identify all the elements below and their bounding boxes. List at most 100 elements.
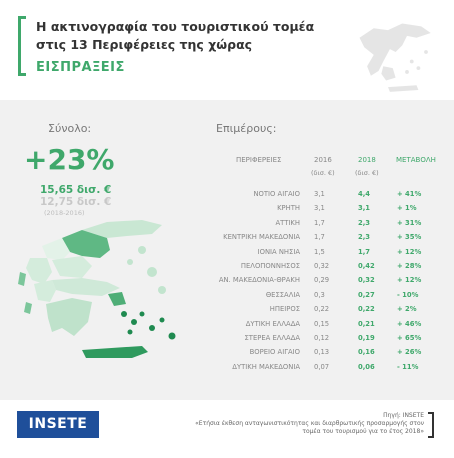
value-2018: 0,06 [358, 362, 375, 371]
region-name: ΚΕΝΤΡΙΚΗ ΜΑΚΕΔΟΝΙΑ [223, 233, 300, 242]
summary-label: Σύνολο: [48, 122, 92, 135]
region-name: ΒΟΡΕΙΟ ΑΙΓΑΙΟ [249, 348, 300, 357]
map-region-ionian [18, 272, 32, 314]
value-2018: 0,19 [358, 334, 375, 342]
change-value: + 12% [397, 276, 422, 285]
total-years: (2018-2016) [44, 209, 85, 217]
value-2018: 4,4 [358, 190, 371, 198]
value-2016: 3,1 [314, 190, 325, 198]
table-row: ΙΟΝΙΑ ΝΗΣΙΑ 1,5 1,7 + 12% [200, 248, 440, 262]
map-region-attica [108, 292, 126, 306]
table-row: ΚΕΝΤΡΙΚΗ ΜΑΚΕΔΟΝΙΑ 1,7 2,3 + 35% [200, 233, 440, 247]
value-2016: 0,32 [314, 262, 330, 270]
region-name: ΚΡΗΤΗ [277, 204, 300, 213]
footer-bracket [428, 412, 434, 438]
value-2018: 0,16 [358, 348, 375, 357]
details-label: Επιμέρους: [216, 122, 277, 135]
value-2016: 0,13 [314, 348, 330, 357]
region-name: ΙΟΝΙΑ ΝΗΣΙΑ [257, 247, 300, 256]
value-2018: 0,32 [358, 276, 375, 285]
value-2018: 0,42 [358, 262, 375, 270]
change-value: + 41% [397, 190, 422, 198]
table-row: ΣΤΕΡΕΑ ΕΛΛΑΔΑ 0,12 0,19 + 65% [200, 334, 440, 348]
table-row: ΒΟΡΕΙΟ ΑΙΓΑΙΟ 0,13 0,16 + 26% [200, 348, 440, 362]
change-value: + 1% [397, 204, 417, 213]
value-2016: 1,7 [314, 233, 325, 242]
change-value: - 11% [397, 362, 419, 371]
change-value: + 2% [397, 305, 417, 314]
map-region-south-aegean [121, 311, 176, 340]
region-name: ΔΥΤΙΚΗ ΜΑΚΕΔΟΝΙΑ [232, 362, 300, 371]
region-name: ΠΕΛΟΠΟΝΝΗΣΟΣ [240, 262, 300, 270]
region-name: ΘΕΣΣΑΛΙΑ [265, 290, 300, 299]
map-region-thrace [82, 220, 162, 238]
value-2018: 2,3 [358, 233, 371, 242]
change-value: + 28% [397, 262, 422, 270]
header-2018: 2018 [358, 156, 376, 164]
total-change: +23% [24, 143, 115, 176]
source-title: Πηγή: INSETE [383, 412, 424, 419]
change-value: + 12% [397, 247, 422, 256]
table-row: ΚΡΗΤΗ 3,1 3,1 + 1% [200, 204, 440, 218]
value-2016: 0,3 [314, 290, 325, 299]
header-2016-unit: (δισ. €) [311, 169, 335, 177]
change-value: + 26% [397, 348, 422, 357]
value-2016: 3,1 [314, 204, 325, 213]
greece-map-icon [359, 23, 431, 92]
table-row: ΔΥΤΙΚΗ ΜΑΚΕΔΟΝΙΑ 0,07 0,06 - 11% [200, 363, 440, 377]
value-2016: 0,12 [314, 334, 330, 342]
value-2016: 1,5 [314, 247, 325, 256]
map-region-north-aegean [127, 246, 166, 294]
map-region-thessaly [52, 256, 92, 278]
region-name: ΝΟΤΙΟ ΑΙΓΑΙΟ [253, 190, 300, 198]
change-value: + 65% [397, 334, 422, 342]
value-2016: 1,7 [314, 218, 325, 227]
source-note: Πηγή: INSETE «Ετήσια έκθεση ανταγωνιστικ… [194, 412, 424, 436]
change-value: - 10% [397, 290, 419, 299]
region-name: ΔΥΤΙΚΗ ΕΛΛΑΔΑ [245, 319, 300, 328]
table-row: ΑΤΤΙΚΗ 1,7 2,3 + 31% [200, 219, 440, 233]
value-2018: 3,1 [358, 204, 371, 213]
greece-regions-map [18, 220, 176, 358]
value-2018: 0,21 [358, 319, 375, 328]
table-row: ΑΝ. ΜΑΚΕΔΟΝΙΑ-ΘΡΑΚΗ 0,29 0,32 + 12% [200, 276, 440, 290]
region-name: ΑΝ. ΜΑΚΕΔΟΝΙΑ-ΘΡΑΚΗ [218, 276, 300, 285]
logo-text: INSETE [28, 416, 88, 432]
total-2018: 15,65 δισ. € [40, 184, 112, 196]
change-value: + 46% [397, 319, 422, 328]
value-2018: 0,27 [358, 290, 375, 299]
header-2016: 2016 [314, 156, 332, 164]
map-region-crete [82, 346, 148, 358]
value-2018: 0,22 [358, 305, 375, 314]
change-value: + 35% [397, 233, 422, 242]
map-region-west-macedonia [42, 238, 70, 260]
map-region-central-macedonia [62, 230, 110, 258]
table-row: ΝΟΤΙΟ ΑΙΓΑΙΟ 3,1 4,4 + 41% [200, 190, 440, 204]
map-region-epirus [26, 258, 52, 284]
map-region-peloponnese [46, 298, 92, 336]
page-title: Η ακτινογραφία του τουριστικού τομέα στι… [36, 19, 315, 52]
table-row: ΠΕΛΟΠΟΝΝΗΣΟΣ 0,32 0,42 + 28% [200, 262, 440, 276]
region-name: ΗΠΕΙΡΟΣ [269, 305, 300, 314]
insete-logo: INSETE [17, 411, 99, 438]
page-subtitle: ΕΙΣΠΡΑΞΕΙΣ [36, 60, 125, 75]
value-2016: 0,29 [314, 276, 330, 285]
map-region-sterea [52, 278, 120, 296]
table-row: ΔΥΤΙΚΗ ΕΛΛΑΔΑ 0,15 0,21 + 46% [200, 320, 440, 334]
total-2016: 12,75 δισ. € [40, 196, 112, 208]
title-bracket [18, 16, 26, 76]
source-text: «Ετήσια έκθεση ανταγωνιστικότητας και δι… [195, 420, 424, 435]
header-change: ΜΕΤΑΒΟΛΗ [396, 156, 436, 164]
value-2016: 0,07 [314, 362, 330, 371]
header [0, 0, 454, 100]
table-row: ΗΠΕΙΡΟΣ 0,22 0,22 + 2% [200, 305, 440, 319]
region-name: ΣΤΕΡΕΑ ΕΛΛΑΔΑ [244, 334, 301, 342]
value-2016: 0,22 [314, 305, 330, 314]
region-name: ΑΤΤΙΚΗ [275, 218, 300, 227]
table-row: ΘΕΣΣΑΛΙΑ 0,3 0,27 - 10% [200, 291, 440, 305]
header-2018-unit: (δισ. €) [355, 169, 379, 177]
value-2016: 0,15 [314, 319, 330, 328]
value-2018: 1,7 [358, 247, 371, 256]
header-regions: ΠΕΡΙΦΕΡΕΙΕΣ [236, 156, 282, 164]
change-value: + 31% [397, 218, 422, 227]
